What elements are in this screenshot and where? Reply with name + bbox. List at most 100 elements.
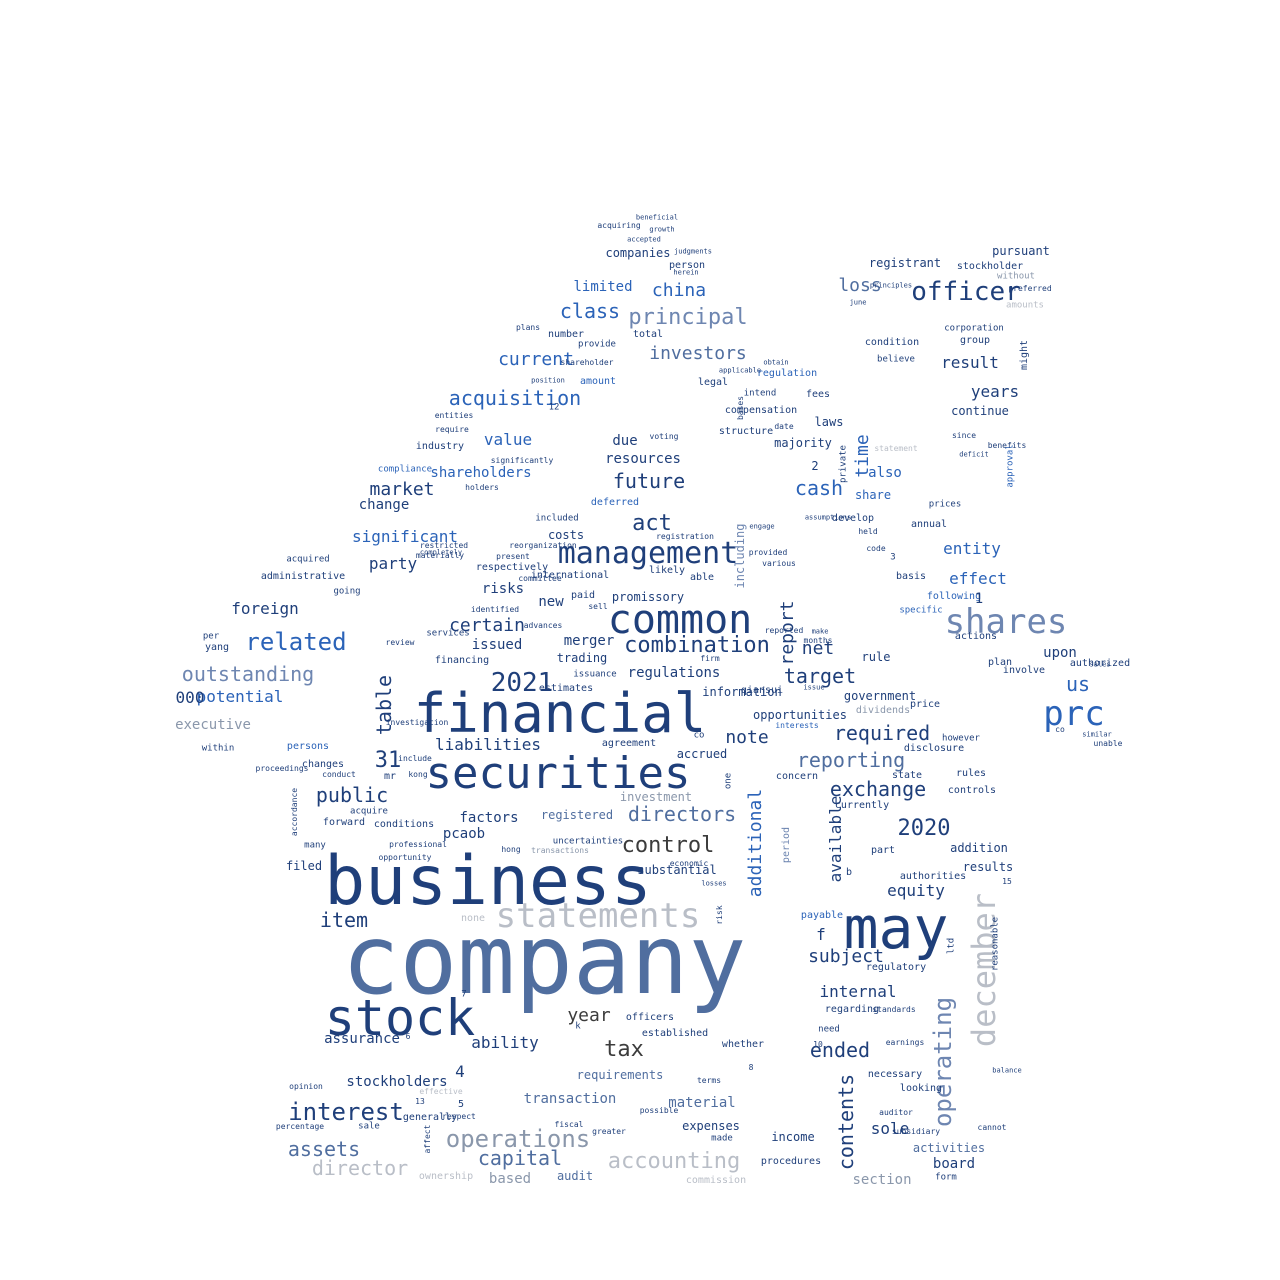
word: assumptions	[804, 513, 852, 522]
word: investigation	[385, 718, 449, 727]
word: condition	[864, 337, 920, 348]
word: pcaob	[442, 826, 486, 842]
word: statements	[495, 896, 701, 936]
word: ltd	[946, 937, 957, 955]
word: 15	[1002, 877, 1012, 886]
word: provide	[578, 339, 616, 350]
word: regulations	[627, 665, 721, 681]
word: outstanding	[181, 662, 315, 686]
word: restricted	[419, 541, 469, 550]
word: factors	[459, 810, 519, 826]
word: develop	[831, 513, 875, 524]
word: estimates	[538, 683, 594, 694]
word: 3	[890, 552, 896, 563]
word: identified	[470, 605, 520, 614]
word: price	[909, 699, 941, 710]
word: pursuant	[992, 244, 1050, 258]
word: may	[843, 894, 949, 962]
word: paid	[570, 590, 596, 601]
word: shareholders	[430, 465, 532, 481]
word: affect	[423, 1124, 432, 1154]
word: operations	[445, 1125, 591, 1153]
word: months	[803, 636, 833, 645]
word: review	[385, 638, 415, 647]
word: legal	[697, 377, 729, 388]
word: years	[970, 382, 1020, 401]
word: stockholder	[956, 261, 1024, 272]
word: result	[941, 353, 999, 372]
word: sales	[1089, 660, 1111, 669]
word: acquisition	[448, 386, 582, 410]
word: likely	[648, 565, 686, 576]
word: 4	[455, 1062, 465, 1081]
word: note	[725, 727, 769, 748]
word: compliance	[377, 464, 433, 475]
word: agreement	[601, 738, 657, 749]
word: principles	[869, 281, 913, 290]
word: controls	[947, 785, 997, 796]
word: ended	[809, 1038, 871, 1062]
word: materially	[415, 551, 465, 560]
word: exchange	[829, 777, 927, 801]
word: internal	[819, 982, 897, 1001]
word: structure	[718, 426, 774, 437]
word: china	[651, 280, 707, 301]
word: ability	[471, 1033, 539, 1052]
word: 7	[461, 989, 467, 1000]
word: opportunities	[753, 708, 847, 722]
word: dividends	[855, 705, 911, 716]
word: part	[870, 845, 896, 856]
word: costs	[547, 528, 585, 542]
word: significantly	[490, 456, 554, 465]
word: number	[547, 329, 585, 340]
word: investment	[619, 790, 693, 804]
word: due	[612, 433, 638, 449]
word: f	[816, 925, 826, 944]
word: position	[531, 376, 565, 385]
word: effective	[419, 1087, 463, 1096]
word: co	[1055, 725, 1065, 734]
word: trading	[556, 651, 608, 665]
word: prices	[928, 499, 962, 510]
word: since	[951, 431, 977, 440]
word: provided	[748, 548, 788, 557]
word: private	[838, 445, 849, 483]
word: commission	[685, 1175, 747, 1186]
word: period	[781, 826, 792, 864]
word: party	[368, 554, 418, 573]
word: 31	[374, 748, 402, 773]
word: state	[891, 770, 923, 781]
word: unable	[1093, 739, 1123, 748]
word: issuance	[573, 669, 617, 680]
word: persons	[286, 741, 330, 752]
word: acquire	[350, 806, 388, 817]
word: also	[868, 465, 902, 481]
word: officer	[911, 277, 1021, 307]
word: deficit	[959, 450, 989, 459]
word: hong	[501, 845, 521, 854]
word: management	[557, 536, 739, 571]
word: percentage	[275, 1122, 325, 1131]
word: compensation	[724, 405, 798, 416]
word: officers	[625, 1012, 675, 1023]
word: necessary	[867, 1069, 923, 1080]
word: share	[854, 488, 892, 502]
word: international	[530, 570, 610, 581]
word: present	[496, 552, 530, 561]
word: proceedings	[255, 764, 309, 773]
word: within	[201, 743, 235, 754]
word: administrative	[260, 571, 346, 582]
word: qiansui	[740, 685, 784, 696]
word: whether	[721, 1039, 765, 1050]
word: equity	[887, 881, 945, 900]
word: plans	[515, 323, 541, 332]
word: established	[641, 1028, 709, 1039]
word: limited	[573, 279, 633, 295]
word: going	[333, 586, 361, 597]
word: co	[693, 730, 705, 741]
word: year	[567, 1005, 611, 1026]
word: 2020	[897, 816, 951, 841]
word: financial	[413, 682, 707, 745]
word: herein	[673, 268, 699, 277]
word: approval	[1005, 444, 1016, 488]
